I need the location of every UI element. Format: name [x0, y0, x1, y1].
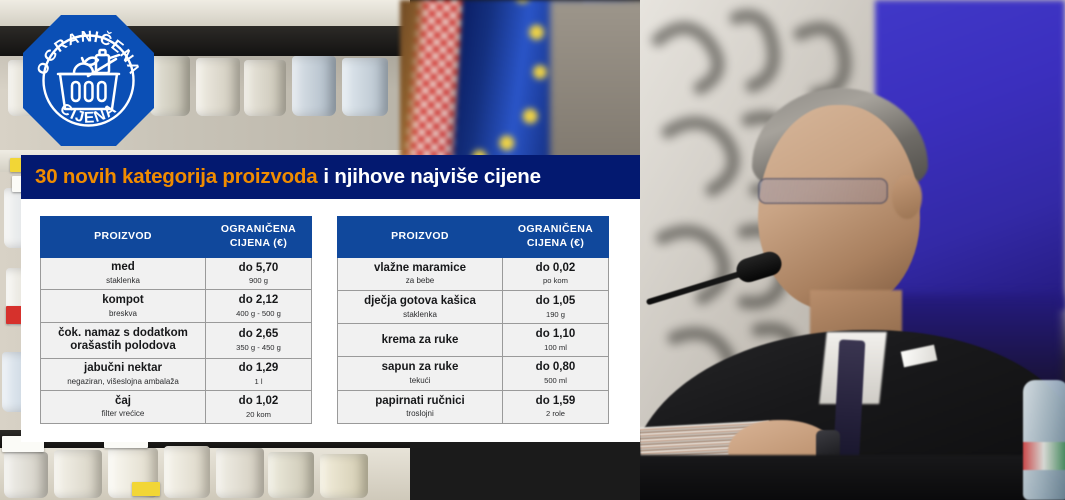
column-header-price-line1: OGRANIČENA	[517, 223, 594, 235]
price-cell: do 2,12 400 g - 500 g	[205, 289, 312, 324]
product-cell: dječja gotova kašica staklenka	[337, 290, 503, 325]
column-header-price-line2: CIJENA (€)	[229, 236, 288, 249]
product-detail: negaziran, višeslojna ambalaža	[67, 376, 179, 386]
price-unit: 2 role	[546, 409, 565, 419]
infographic-panel: 30 novih kategorija proizvoda i njihove …	[21, 155, 640, 442]
column-header-price: OGRANIČENA CIJENA (€)	[502, 216, 609, 258]
product-cell: papirnati ručnici troslojni	[337, 389, 503, 425]
flags-photo	[400, 0, 650, 175]
left-price-table: PROIZVOD OGRANIČENA CIJENA (€) med stakl…	[40, 216, 312, 424]
product-name: papirnati ručnici	[375, 394, 465, 407]
column-header-price-line2: CIJENA (€)	[526, 236, 585, 249]
product-detail: breskva	[108, 308, 137, 318]
price-unit: 400 g - 500 g	[236, 308, 281, 318]
product-detail: filter vrećice	[101, 409, 145, 419]
right-price-table: PROIZVOD OGRANIČENA CIJENA (€) vlažne ma…	[337, 216, 609, 425]
price-value: do 5,70	[238, 261, 279, 274]
column-header-price-line1: OGRANIČENA	[220, 223, 297, 235]
table-header-row: PROIZVOD OGRANIČENA CIJENA (€)	[40, 216, 312, 258]
product-detail: staklenka	[403, 309, 437, 319]
table-row: čaj filter vrećice do 1,02 20 kom	[40, 390, 312, 424]
price-value: do 2,12	[238, 294, 279, 307]
table-row: kompot breskva do 2,12 400 g - 500 g	[40, 289, 312, 324]
price-unit: po kom	[543, 276, 568, 286]
table-row: dječja gotova kašica staklenka do 1,05 1…	[337, 290, 609, 325]
product-name: dječja gotova kašica	[364, 294, 476, 307]
panel-title-bar: 30 novih kategorija proizvoda i njihove …	[21, 155, 640, 199]
product-name: kompot	[102, 294, 144, 307]
product-cell: krema za ruke	[337, 323, 503, 358]
price-cell: do 0,02 po kom	[502, 256, 609, 292]
price-value: do 1,10	[535, 328, 576, 341]
table-row: med staklenka do 5,70 900 g	[40, 256, 312, 291]
octagon-shape	[23, 15, 154, 146]
price-value: do 1,02	[238, 395, 279, 408]
product-detail: tekući	[409, 375, 431, 385]
table-row: vlažne maramice za bebe do 0,02 po kom	[337, 256, 609, 292]
product-name: med	[111, 261, 135, 274]
price-unit: 100 ml	[544, 342, 567, 352]
product-name: jabučni nektar	[84, 362, 162, 375]
product-cell: čok. namaz s dodatkom orašastih polodova	[40, 322, 206, 359]
price-unit: 500 ml	[544, 375, 567, 385]
price-value: do 1,29	[238, 362, 279, 375]
table-row: krema za ruke do 1,10 100 ml	[337, 323, 609, 358]
price-unit: 900 g	[248, 276, 268, 286]
product-name: čok. namaz s dodatkom orašastih polodova	[58, 326, 188, 353]
table-row: sapun za ruke tekući do 0,80 500 ml	[337, 356, 609, 391]
price-cell: do 1,05 190 g	[502, 290, 609, 325]
price-value: do 1,59	[535, 394, 576, 407]
product-cell: jabučni nektar negaziran, višeslojna amb…	[40, 357, 206, 392]
product-name: čaj	[115, 394, 131, 407]
panel-title-rest: i njihove najviše cijene	[323, 165, 541, 188]
table-row: papirnati ručnici troslojni do 1,59 2 ro…	[337, 389, 609, 425]
product-name: sapun za ruke	[381, 361, 459, 374]
column-header-product: PROIZVOD	[40, 216, 206, 258]
price-cell: do 1,10 100 ml	[502, 323, 609, 358]
table-row: čok. namaz s dodatkom orašastih polodova…	[40, 322, 312, 359]
product-name: krema za ruke	[381, 333, 459, 346]
price-cell: do 1,59 2 role	[502, 389, 609, 425]
price-unit: 1 l	[254, 376, 263, 386]
price-value: do 1,05	[535, 295, 576, 308]
ogranicena-cijena-logo: OGRANIČENA CIJENA	[22, 14, 155, 147]
price-value: do 2,65	[238, 328, 279, 341]
price-cell: do 1,02 20 kom	[205, 390, 312, 424]
product-detail: za bebe	[405, 276, 435, 286]
price-value: do 0,02	[535, 261, 576, 274]
price-cell: do 5,70 900 g	[205, 256, 312, 291]
person-ear	[892, 175, 922, 219]
panel-body: PROIZVOD OGRANIČENA CIJENA (€) med stakl…	[21, 199, 640, 442]
column-header-product: PROIZVOD	[337, 216, 503, 258]
panel-title-highlight: 30 novih kategorija proizvoda	[35, 165, 318, 188]
product-cell: sapun za ruke tekući	[337, 356, 503, 391]
price-value: do 0,80	[535, 361, 576, 374]
product-cell: vlažne maramice za bebe	[337, 256, 503, 292]
water-bottle	[1023, 380, 1065, 500]
product-cell: čaj filter vrećice	[40, 390, 206, 424]
product-cell: med staklenka	[40, 256, 206, 291]
eyeglasses	[758, 178, 888, 204]
price-unit: 20 kom	[246, 409, 271, 419]
table-header-row: PROIZVOD OGRANIČENA CIJENA (€)	[337, 216, 609, 258]
table-row: jabučni nektar negaziran, višeslojna amb…	[40, 357, 312, 392]
product-name: vlažne maramice	[373, 261, 467, 274]
price-cell: do 0,80 500 ml	[502, 356, 609, 391]
price-cell: do 1,29 1 l	[205, 357, 312, 392]
press-conference-photo	[640, 0, 1065, 500]
price-unit: 190 g	[545, 309, 565, 319]
product-detail: staklenka	[106, 275, 140, 285]
shopping-basket-icon	[56, 48, 121, 111]
product-detail: troslojni	[406, 409, 434, 419]
price-unit: 350 g - 450 g	[236, 342, 281, 352]
column-header-price: OGRANIČENA CIJENA (€)	[205, 216, 312, 258]
wall-backdrop	[550, 0, 650, 175]
price-cell: do 2,65 350 g - 450 g	[205, 322, 312, 359]
desk	[640, 455, 1065, 500]
product-cell: kompot breskva	[40, 289, 206, 324]
